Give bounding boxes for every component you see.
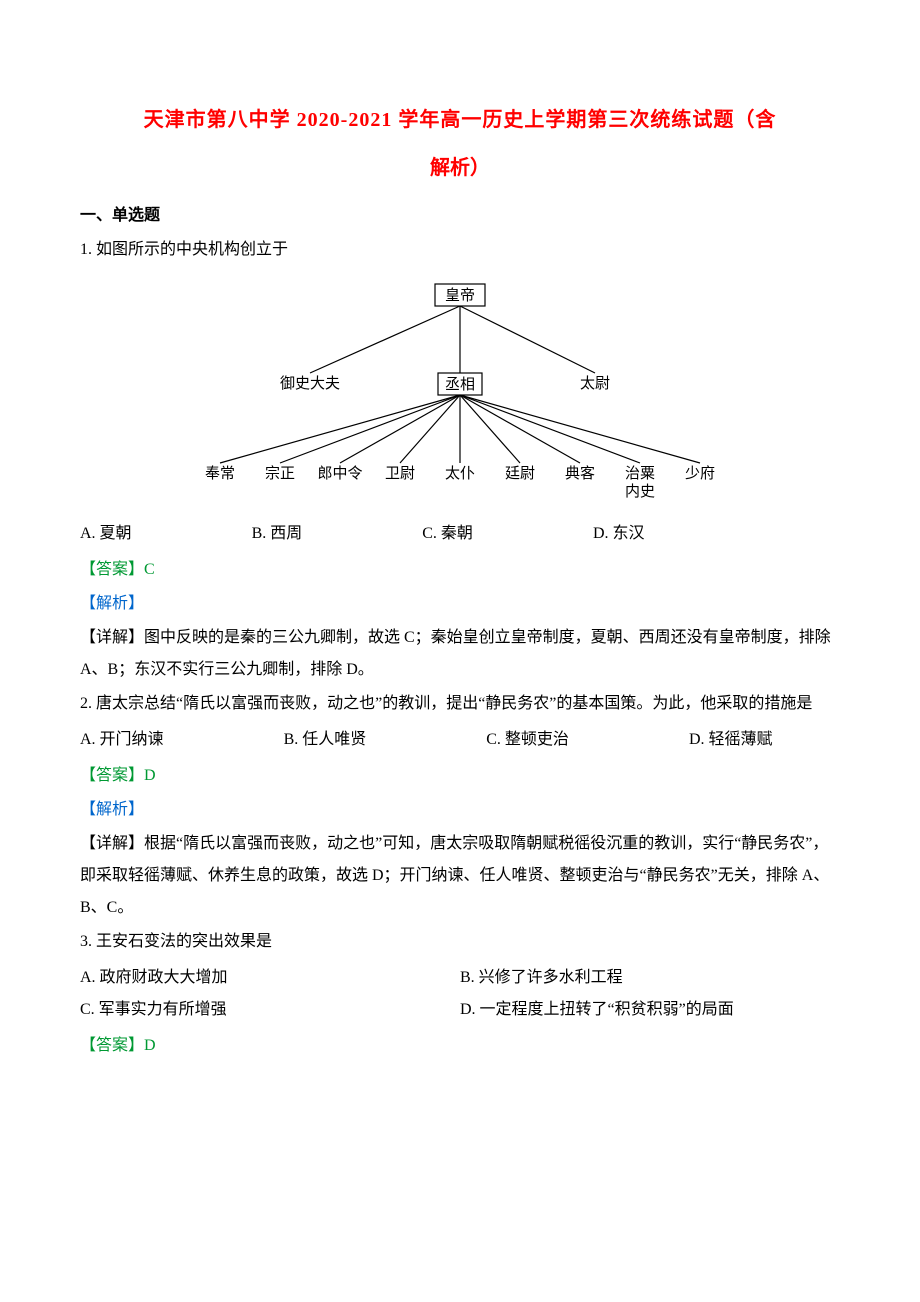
- q2-options: A. 开门纳谏 B. 任人唯贤 C. 整顿吏治 D. 轻徭薄赋: [80, 724, 840, 756]
- q3-stem: 3. 王安石变法的突出效果是: [80, 926, 840, 958]
- q3-answer: 【答案】D: [80, 1030, 840, 1062]
- node-b8: 少府: [685, 465, 715, 482]
- q3-opt-c: C. 军事实力有所增强: [80, 994, 460, 1026]
- node-b7-line2: 内史: [625, 483, 655, 500]
- node-b4: 太仆: [445, 465, 475, 482]
- q3-opt-a: A. 政府财政大大增加: [80, 962, 460, 994]
- q1-opt-b: B. 西周: [252, 518, 303, 550]
- node-b2: 郎中令: [317, 465, 362, 482]
- section-heading: 一、单选题: [80, 200, 840, 232]
- hierarchy-diagram: 皇帝 御史大夫 丞相 太尉 奉常 宗正 郎中令 卫尉 太仆 廷尉 典客 治粟 内…: [80, 278, 840, 508]
- q1-answer: 【答案】C: [80, 554, 840, 586]
- q2-opt-d: D. 轻徭薄赋: [689, 724, 773, 756]
- node-root: 皇帝: [445, 287, 475, 304]
- node-b3: 卫尉: [385, 465, 415, 482]
- node-b7-line1: 治粟: [625, 465, 655, 482]
- q2-analysis-label: 【解析】: [80, 794, 840, 826]
- node-taiwei: 太尉: [580, 375, 610, 392]
- subtitle: 解析）: [80, 148, 840, 188]
- q1-opt-a: A. 夏朝: [80, 518, 132, 550]
- node-chengxiang: 丞相: [445, 376, 475, 393]
- q2-detail: 【详解】根据“隋氏以富强而丧败，动之也”可知，唐太宗吸取隋朝赋税徭役沉重的教训，…: [80, 828, 840, 924]
- node-yushi: 御史大夫: [280, 375, 340, 392]
- q1-analysis-label: 【解析】: [80, 588, 840, 620]
- q1-opt-d: D. 东汉: [593, 518, 645, 550]
- q2-answer: 【答案】D: [80, 760, 840, 792]
- q1-stem: 1. 如图所示的中央机构创立于: [80, 234, 840, 266]
- node-b0: 奉常: [205, 464, 235, 482]
- node-b5: 廷尉: [505, 465, 535, 482]
- q2-opt-b: B. 任人唯贤: [284, 724, 367, 756]
- node-b6: 典客: [565, 465, 595, 482]
- q3-options: A. 政府财政大大增加 B. 兴修了许多水利工程 C. 军事实力有所增强 D. …: [80, 962, 840, 1026]
- q1-detail: 【详解】图中反映的是秦的三公九卿制，故选 C；秦始皇创立皇帝制度，夏朝、西周还没…: [80, 622, 840, 686]
- q2-opt-c: C. 整顿吏治: [486, 724, 569, 756]
- q2-opt-a: A. 开门纳谏: [80, 724, 164, 756]
- q3-opt-d: D. 一定程度上扭转了“积贫积弱”的局面: [460, 994, 840, 1026]
- q1-opt-c: C. 秦朝: [422, 518, 473, 550]
- q2-stem: 2. 唐太宗总结“隋氏以富强而丧败，动之也”的教训，提出“静民务农”的基本国策。…: [80, 688, 840, 720]
- main-title: 天津市第八中学 2020-2021 学年高一历史上学期第三次统练试题（含: [80, 100, 840, 140]
- q3-opt-b: B. 兴修了许多水利工程: [460, 962, 840, 994]
- node-b1: 宗正: [265, 464, 295, 482]
- q1-options: A. 夏朝 B. 西周 C. 秦朝 D. 东汉: [80, 518, 840, 550]
